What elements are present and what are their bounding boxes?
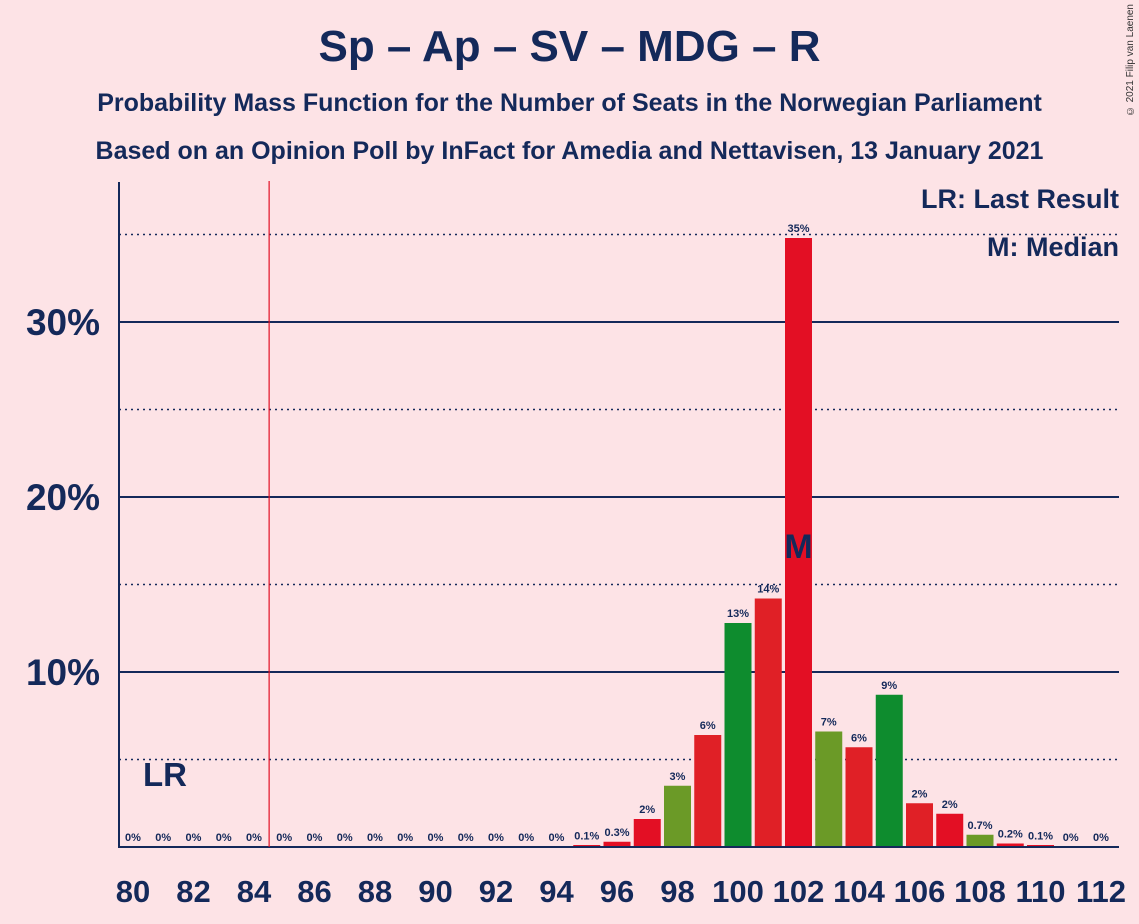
bar <box>906 803 933 847</box>
x-tick-label: 88 <box>358 874 392 909</box>
x-tick-label: 100 <box>712 874 764 909</box>
bar-value-label: 6% <box>851 732 867 744</box>
bar-value-label: 0.3% <box>604 827 629 839</box>
x-tick-label: 106 <box>894 874 946 909</box>
bar-value-label: 0.7% <box>967 820 992 832</box>
bar-value-label: 0% <box>367 832 383 844</box>
bar-value-label: 0% <box>337 832 353 844</box>
bar-value-label: 0% <box>488 832 504 844</box>
bar-value-label: 3% <box>670 771 686 783</box>
bar-value-label: 0% <box>458 832 474 844</box>
bar <box>966 834 994 847</box>
x-tick-label: 92 <box>479 874 513 909</box>
bar <box>633 819 661 847</box>
bar-value-label: 2% <box>912 788 928 800</box>
last-result-label: LR <box>143 756 187 793</box>
bar-value-label: 35% <box>787 223 809 235</box>
bar <box>936 813 964 847</box>
bar-value-label: 0% <box>397 832 413 844</box>
bar-value-label: 0% <box>1063 832 1079 844</box>
bar <box>785 238 812 847</box>
x-tick-label: 94 <box>539 874 574 909</box>
legend-last-result: LR: Last Result <box>920 184 1119 214</box>
bar-value-label: 2% <box>639 804 655 816</box>
x-tick-label: 108 <box>954 874 1006 909</box>
bar-value-label: 0% <box>186 832 202 844</box>
legend-median: M: Median <box>987 232 1119 262</box>
bar-value-label: 2% <box>942 799 958 811</box>
bar-value-label: 0% <box>307 832 323 844</box>
x-tick-label: 112 <box>1076 874 1126 909</box>
bar-value-label: 9% <box>881 680 897 692</box>
bar <box>875 694 903 847</box>
bar <box>815 731 843 847</box>
bar <box>845 747 873 847</box>
bar-value-label: 0% <box>428 832 444 844</box>
bar <box>724 623 752 847</box>
bar-value-label: 0.1% <box>574 830 599 842</box>
bar-value-label: 0% <box>125 832 141 844</box>
bar-value-label: 6% <box>700 720 716 732</box>
y-tick-label: 30% <box>26 302 100 343</box>
bar-value-label: 0% <box>155 832 171 844</box>
bar-value-label: 7% <box>821 717 837 729</box>
x-tick-label: 82 <box>176 874 210 909</box>
x-tick-label: 80 <box>116 874 150 909</box>
x-tick-label: 90 <box>418 874 452 909</box>
bar-value-label: 0% <box>518 832 534 844</box>
y-tick-label: 10% <box>26 652 100 693</box>
bar-value-label: 13% <box>727 608 749 620</box>
bar <box>694 735 722 847</box>
x-tick-label: 98 <box>660 874 694 909</box>
x-tick-label: 96 <box>600 874 634 909</box>
chart-subtitle: Probability Mass Function for the Number… <box>97 89 1042 117</box>
y-tick-label: 20% <box>26 477 100 518</box>
bar-value-label: 0% <box>549 832 565 844</box>
bar-value-label: 14% <box>757 584 779 596</box>
chart-subtitle-2: Based on an Opinion Poll by InFact for A… <box>95 137 1044 165</box>
bar-value-label: 0% <box>246 832 262 844</box>
bar <box>996 843 1024 847</box>
bar-value-label: 0.2% <box>998 829 1023 841</box>
median-marker: M <box>784 528 812 566</box>
bar <box>754 598 782 847</box>
bar-value-label: 0.1% <box>1028 830 1053 842</box>
x-tick-label: 86 <box>297 874 331 909</box>
bar-value-label: 0% <box>276 832 292 844</box>
bar <box>603 841 631 847</box>
bar-value-label: 0% <box>1093 832 1109 844</box>
x-tick-label: 110 <box>1015 874 1065 909</box>
x-tick-label: 102 <box>773 874 825 909</box>
chart-title: Sp – Ap – SV – MDG – R <box>318 22 821 71</box>
bar-value-label: 0% <box>216 832 232 844</box>
bar <box>664 785 691 847</box>
x-tick-label: 104 <box>833 874 885 909</box>
x-tick-label: 84 <box>237 874 272 909</box>
